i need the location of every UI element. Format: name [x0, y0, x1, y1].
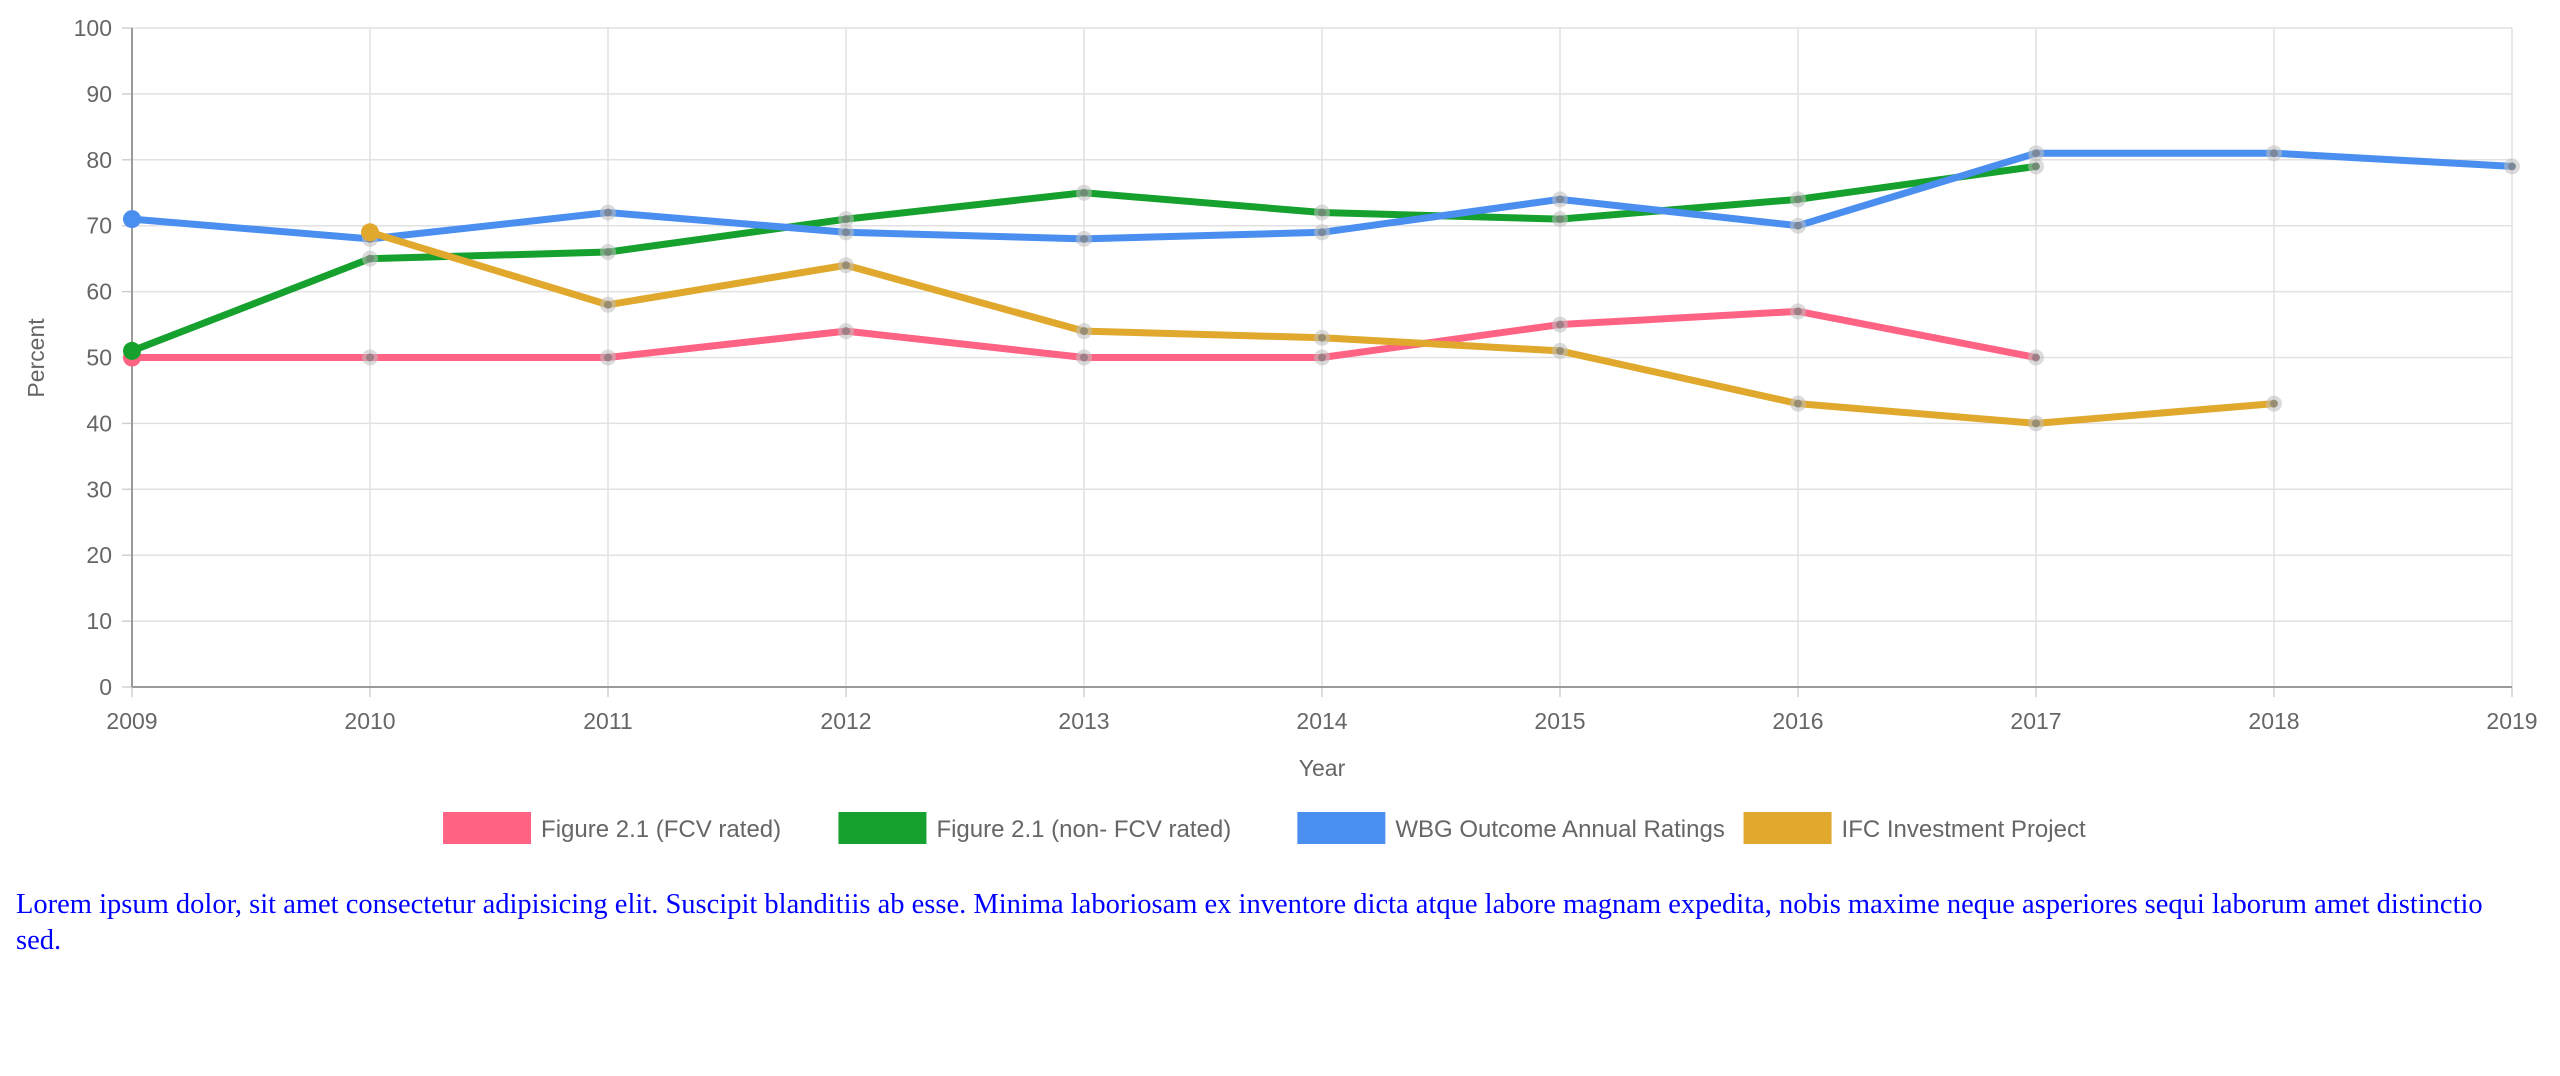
legend-swatch	[1743, 812, 1832, 844]
series-1-point[interactable]	[842, 327, 850, 336]
x-tick-label: 2014	[1296, 708, 1347, 734]
series-1-point[interactable]	[604, 353, 612, 362]
series-3-point[interactable]	[2508, 162, 2516, 171]
x-tick-label: 2011	[583, 708, 632, 734]
y-axis-title: Percent	[23, 318, 49, 398]
series-3-point[interactable]	[604, 208, 612, 217]
y-tick-label: 20	[86, 542, 112, 568]
legend-item-4[interactable]: IFC Investment Project	[1743, 812, 2086, 844]
series-4-point[interactable]	[1794, 399, 1802, 408]
y-tick-label: 40	[86, 410, 112, 436]
series-3-point[interactable]	[842, 228, 850, 237]
x-tick-label: 2012	[820, 708, 871, 734]
legend-label: Figure 2.1 (non- FCV rated)	[936, 816, 1231, 843]
series-2-point[interactable]	[1318, 208, 1326, 217]
series-4	[361, 223, 2282, 432]
x-tick-label: 2018	[2248, 708, 2299, 734]
series-3-point[interactable]	[1318, 228, 1326, 237]
series-3	[123, 145, 2520, 247]
caption-text: Lorem ipsum dolor, sit amet consectetur …	[16, 889, 2483, 956]
legend-item-1[interactable]: Figure 2.1 (FCV rated)	[443, 812, 781, 844]
series-1-point[interactable]	[1556, 320, 1564, 329]
x-tick-label: 2013	[1058, 708, 1109, 734]
x-tick-label: 2015	[1534, 708, 1585, 734]
legend-label: WBG Outcome Annual Ratings	[1395, 816, 1724, 843]
series-4-point[interactable]	[604, 300, 612, 309]
y-tick-label: 100	[74, 15, 112, 41]
series-2-point[interactable]	[1794, 195, 1802, 204]
series-4-point[interactable]	[842, 261, 850, 270]
x-axis-title: Year	[1299, 755, 1346, 781]
series-1-point[interactable]	[1794, 307, 1802, 316]
legend-swatch	[1297, 812, 1386, 844]
y-tick-label: 60	[86, 279, 112, 305]
legend-label: Figure 2.1 (FCV rated)	[541, 816, 781, 843]
x-axis-ticks: 2009 2010 2011 2012 2013 2014 2015 2016 2017 2018…	[106, 708, 2537, 734]
x-tick-label: 2009	[106, 708, 157, 734]
series-4-point[interactable]	[1080, 327, 1088, 336]
series-3-point[interactable]	[123, 210, 141, 229]
series-layer	[123, 145, 2520, 432]
x-tick-label: 2019	[2486, 708, 2537, 734]
series-1-point[interactable]	[1080, 353, 1088, 362]
legend-swatch	[838, 812, 927, 844]
legend-item-2[interactable]: Figure 2.1 (non- FCV rated)	[838, 812, 1231, 844]
x-tick-label: 2016	[1772, 708, 1823, 734]
legend-label: IFC Investment Project	[1842, 816, 2086, 843]
series-3-point[interactable]	[1794, 221, 1802, 230]
series-1-point[interactable]	[2032, 353, 2040, 362]
y-tick-label: 50	[86, 345, 112, 371]
series-1-point[interactable]	[1318, 353, 1326, 362]
y-tick-label: 30	[86, 476, 112, 502]
series-2-point[interactable]	[604, 248, 612, 257]
series-3-point[interactable]	[2032, 149, 2040, 158]
x-tick-label: 2010	[344, 708, 395, 734]
series-4-point[interactable]	[2032, 419, 2040, 428]
series-2-point[interactable]	[1080, 188, 1088, 197]
legend-swatch	[443, 812, 532, 844]
series-2-point[interactable]	[1556, 215, 1564, 224]
series-2-point[interactable]	[366, 254, 374, 263]
y-tick-label: 10	[86, 608, 112, 634]
y-tick-label: 90	[86, 81, 112, 107]
x-tick-label: 2017	[2010, 708, 2061, 734]
series-2-point[interactable]	[2032, 162, 2040, 171]
series-4-point[interactable]	[361, 223, 379, 242]
y-axis-ticks: 0 10 20 30 40 50 60 70 80 90 100	[74, 15, 112, 700]
y-tick-label: 70	[86, 213, 112, 239]
series-1-point[interactable]	[366, 353, 374, 362]
series-4-point[interactable]	[1318, 333, 1326, 342]
series-4-point[interactable]	[1556, 346, 1564, 355]
series-3-point[interactable]	[2270, 149, 2278, 158]
series-4-point[interactable]	[2270, 399, 2278, 408]
series-2-point[interactable]	[842, 215, 850, 224]
series-2-point[interactable]	[123, 341, 141, 360]
series-3-point[interactable]	[1556, 195, 1564, 204]
series-3-point[interactable]	[1080, 234, 1088, 243]
y-tick-label: 80	[86, 147, 112, 173]
chart-legend[interactable]: Figure 2.1 (FCV rated) Figure 2.1 (non- F…	[443, 812, 2086, 844]
legend-item-3[interactable]: WBG Outcome Annual Ratings	[1297, 812, 1725, 844]
y-tick-label: 0	[99, 674, 112, 700]
